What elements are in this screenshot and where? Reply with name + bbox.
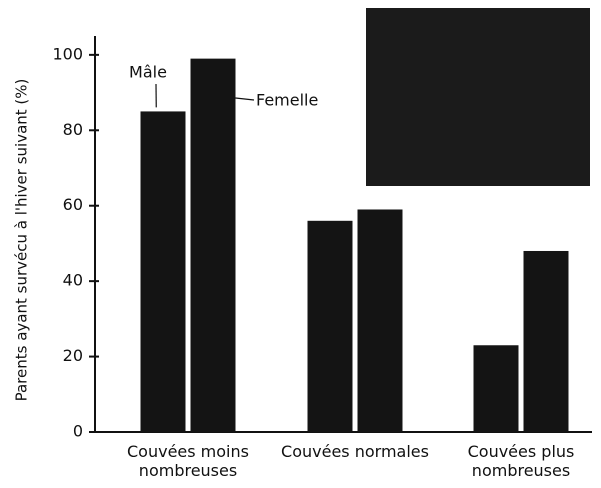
- y-tick-label: 0: [73, 422, 83, 441]
- y-axis-label: Parents ayant survécu à l'hiver suivant …: [13, 79, 31, 402]
- bar: [308, 221, 353, 432]
- photo: [366, 8, 590, 186]
- bar: [191, 59, 236, 432]
- y-tick-label: 80: [63, 120, 83, 139]
- legend-label: Mâle: [129, 63, 167, 82]
- x-tick-label: Couvées moins nombreuses: [103, 442, 273, 480]
- bar: [524, 251, 569, 432]
- y-tick-label: 100: [52, 44, 83, 63]
- bar: [141, 111, 186, 432]
- y-tick-label: 60: [63, 195, 83, 214]
- y-tick-label: 20: [63, 346, 83, 365]
- x-tick-label: Couvées normales: [270, 442, 440, 461]
- legend-label: Femelle: [256, 91, 318, 110]
- chart-container: Parents ayant survécu à l'hiver suivant …: [0, 0, 601, 488]
- x-tick-label: Couvées plus nombreuses: [436, 442, 601, 480]
- y-tick-label: 40: [63, 271, 83, 290]
- bar: [358, 209, 403, 432]
- chart: Parents ayant survécu à l'hiver suivant …: [0, 0, 601, 488]
- legend-leader: [236, 98, 255, 100]
- bar: [474, 345, 519, 432]
